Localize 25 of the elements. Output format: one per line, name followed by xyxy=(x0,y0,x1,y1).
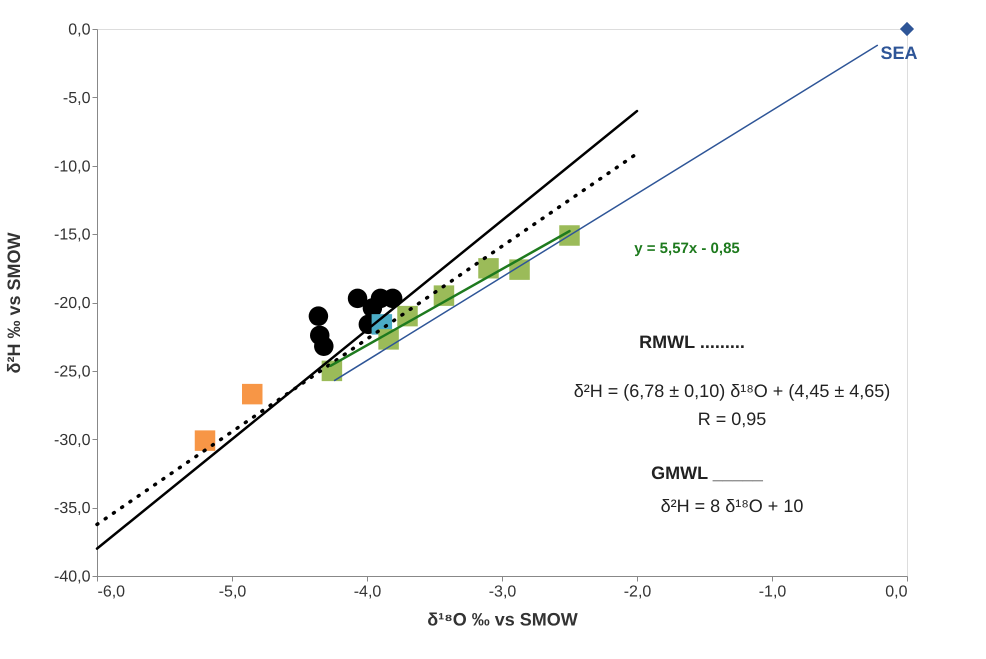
x-tick-label: -2,0 xyxy=(624,584,652,600)
y-axis-title: δ²H ‰ vs SMOW xyxy=(4,232,24,374)
y-tick-label: 0,0 xyxy=(68,22,91,38)
x-tick-label: -1,0 xyxy=(758,584,786,600)
y-tick-label: -5,0 xyxy=(62,90,91,107)
annotation: δ²H = (6,78 ± 0,10) δ¹⁸O + (4,45 ± 4,65) xyxy=(574,381,890,401)
x-tick-label: -4,0 xyxy=(354,584,382,600)
y-tick-label: -30,0 xyxy=(54,432,91,449)
y-tick-label: -40,0 xyxy=(54,568,91,586)
annotation: y = 5,57x - 0,85 xyxy=(634,240,740,257)
y-tick-label: -10,0 xyxy=(54,158,91,176)
x-tick-label: -3,0 xyxy=(488,584,516,600)
annotation: SEA xyxy=(880,43,918,63)
annotation: δ²H = 8 δ¹⁸O + 10 xyxy=(660,496,804,516)
y-tick-label: -20,0 xyxy=(54,295,91,312)
y-tick-label: -15,0 xyxy=(54,226,91,244)
x-axis-title: δ¹⁸O ‰ vs SMOW xyxy=(427,610,578,630)
annotation: R = 0,95 xyxy=(698,409,766,429)
x-tick-label: -6,0 xyxy=(98,584,126,600)
x-tick-label: 0,0 xyxy=(885,584,908,600)
x-tick-label: -5,0 xyxy=(218,584,246,600)
annotation: RMWL ......... xyxy=(639,332,745,352)
y-tick-label: -35,0 xyxy=(54,500,91,518)
annotation: GMWL _____ xyxy=(651,463,764,483)
y-tick-label: -25,0 xyxy=(54,363,91,380)
